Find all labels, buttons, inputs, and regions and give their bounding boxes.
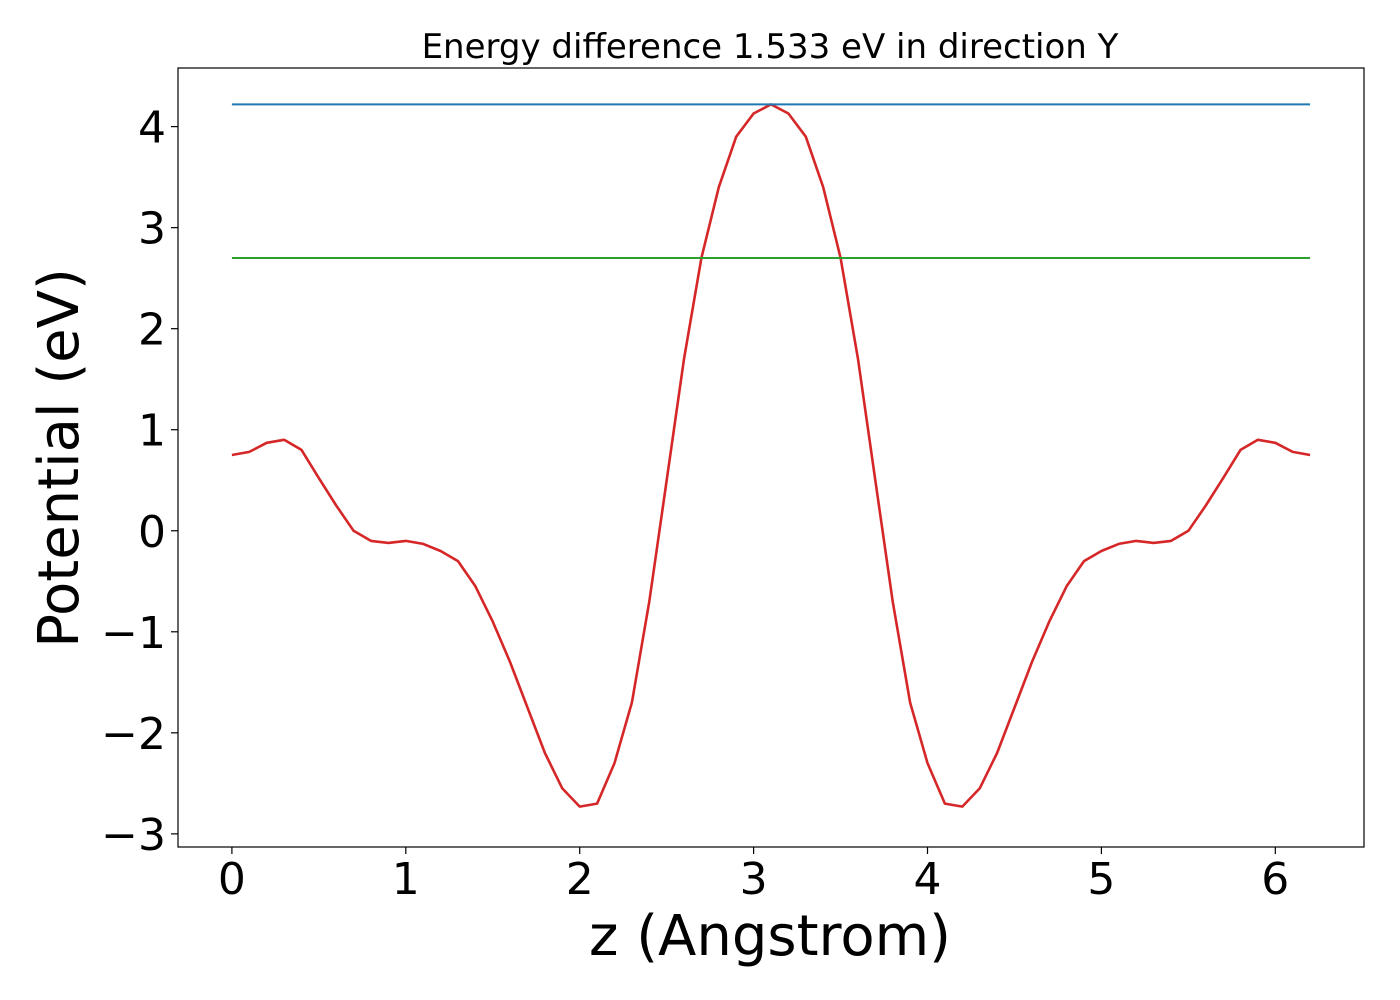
series-line-0: [231, 103, 1311, 808]
x-tick-label: 1: [392, 854, 420, 905]
x-tick-label: 3: [740, 854, 768, 905]
plot-frame: [177, 67, 1365, 848]
y-tick-label: 4: [138, 103, 166, 154]
y-tick-label: −3: [101, 810, 166, 861]
y-axis-ticks: −3 −2 −1 0 1 2 3 4: [101, 103, 178, 861]
x-axis-ticks: 0 1 2 3 4 5 6: [218, 847, 1289, 905]
x-tick-label: 6: [1261, 854, 1289, 905]
chart-title: Energy difference 1.533 eV in direction …: [422, 27, 1119, 67]
plot-lines: [231, 103, 1311, 808]
y-tick-label: 3: [138, 204, 166, 255]
x-tick-label: 5: [1087, 854, 1115, 905]
y-tick-label: 2: [138, 305, 166, 356]
x-tick-label: 0: [218, 854, 246, 905]
x-axis-label: z (Angstrom): [589, 904, 951, 969]
x-tick-label: 2: [566, 854, 594, 905]
y-tick-label: 1: [138, 406, 166, 457]
y-tick-label: 0: [138, 507, 166, 558]
y-tick-label: −1: [101, 608, 166, 659]
x-tick-label: 4: [914, 854, 942, 905]
y-axis-label: Potential (eV): [27, 268, 92, 648]
y-tick-label: −2: [101, 709, 166, 760]
